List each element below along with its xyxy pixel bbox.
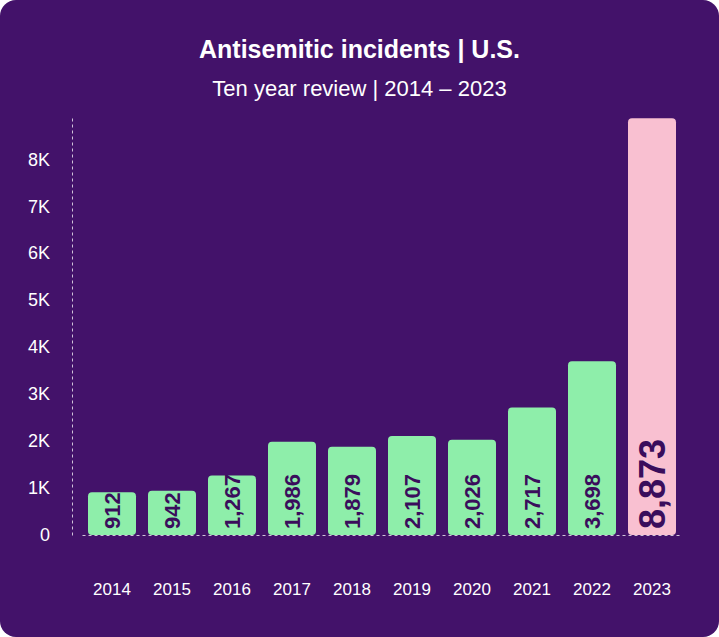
x-axis: 2014 2015 2016 2017 2018 2019 2020 2021 2022 2023 bbox=[83, 535, 683, 599]
data-label: 942 bbox=[160, 492, 185, 529]
data-label: 2,026 bbox=[460, 474, 485, 529]
y-tick: 3K bbox=[28, 384, 72, 404]
y-tick-label: 1K bbox=[28, 478, 50, 498]
y-tick-label: 8K bbox=[28, 150, 50, 170]
y-tick-label: 2K bbox=[28, 431, 50, 451]
data-labels: 912 942 1,267 1,986 1,879 2,107 2,026 2,717 3,69… bbox=[100, 439, 673, 529]
y-tick: 0 bbox=[40, 525, 72, 545]
y-tick: 7K bbox=[28, 196, 72, 216]
x-tick-label: 2021 bbox=[513, 580, 551, 599]
card-background bbox=[0, 0, 719, 637]
x-tick: 2019 bbox=[393, 535, 431, 599]
data-label: 1,879 bbox=[340, 474, 365, 529]
y-axis: 0 1K 2K 3K 4K 5K 6K 7K 8K bbox=[28, 118, 73, 546]
bar bbox=[148, 491, 196, 535]
x-tick: 2023 bbox=[633, 535, 671, 599]
y-axis-line bbox=[72, 118, 73, 536]
y-tick-label: 0 bbox=[40, 525, 50, 545]
bars bbox=[88, 118, 676, 535]
x-axis-line bbox=[83, 535, 683, 536]
y-tick: 8K bbox=[28, 150, 72, 170]
x-tick-label: 2017 bbox=[273, 580, 311, 599]
bar bbox=[508, 407, 556, 535]
data-label: 912 bbox=[100, 492, 125, 529]
x-tick: 2016 bbox=[213, 535, 251, 599]
x-tick-label: 2022 bbox=[573, 580, 611, 599]
y-tick: 1K bbox=[28, 478, 72, 498]
bar bbox=[448, 440, 496, 535]
x-tick-label: 2018 bbox=[333, 580, 371, 599]
data-label: 2,107 bbox=[400, 474, 425, 529]
data-label: 2,717 bbox=[520, 474, 545, 529]
y-tick-label: 6K bbox=[28, 243, 50, 263]
bar bbox=[268, 442, 316, 535]
x-tick-label: 2019 bbox=[393, 580, 431, 599]
y-tick: 5K bbox=[28, 290, 72, 310]
y-tick-label: 4K bbox=[28, 337, 50, 357]
x-tick: 2017 bbox=[273, 535, 311, 599]
bar bbox=[568, 361, 616, 535]
x-tick: 2015 bbox=[153, 535, 191, 599]
data-label: 1,267 bbox=[220, 474, 245, 529]
bar bbox=[88, 492, 136, 535]
x-tick-label: 2015 bbox=[153, 580, 191, 599]
chart: Antisemitic incidents | U.S. Ten year rev… bbox=[0, 0, 719, 637]
y-tick-label: 7K bbox=[28, 196, 50, 216]
data-label: 8,873 bbox=[632, 439, 673, 529]
x-tick-label: 2014 bbox=[93, 580, 131, 599]
x-tick: 2018 bbox=[333, 535, 371, 599]
y-tick: 4K bbox=[28, 337, 72, 357]
subtitle: Ten year review | 2014 – 2023 bbox=[212, 76, 506, 101]
x-tick: 2014 bbox=[93, 535, 131, 599]
x-tick-label: 2020 bbox=[453, 580, 491, 599]
bar bbox=[328, 447, 376, 535]
y-tick-label: 5K bbox=[28, 290, 50, 310]
bar bbox=[628, 118, 676, 535]
y-tick: 6K bbox=[28, 243, 72, 263]
x-tick-label: 2016 bbox=[213, 580, 251, 599]
x-tick: 2020 bbox=[453, 535, 491, 599]
data-label: 1,986 bbox=[280, 474, 305, 529]
title: Antisemitic incidents | U.S. bbox=[199, 35, 520, 63]
data-label: 3,698 bbox=[580, 474, 605, 529]
y-tick-label: 3K bbox=[28, 384, 50, 404]
x-tick: 2022 bbox=[573, 535, 611, 599]
bar bbox=[388, 436, 436, 535]
y-tick: 2K bbox=[28, 431, 72, 451]
x-tick-label: 2023 bbox=[633, 580, 671, 599]
x-tick: 2021 bbox=[513, 535, 551, 599]
